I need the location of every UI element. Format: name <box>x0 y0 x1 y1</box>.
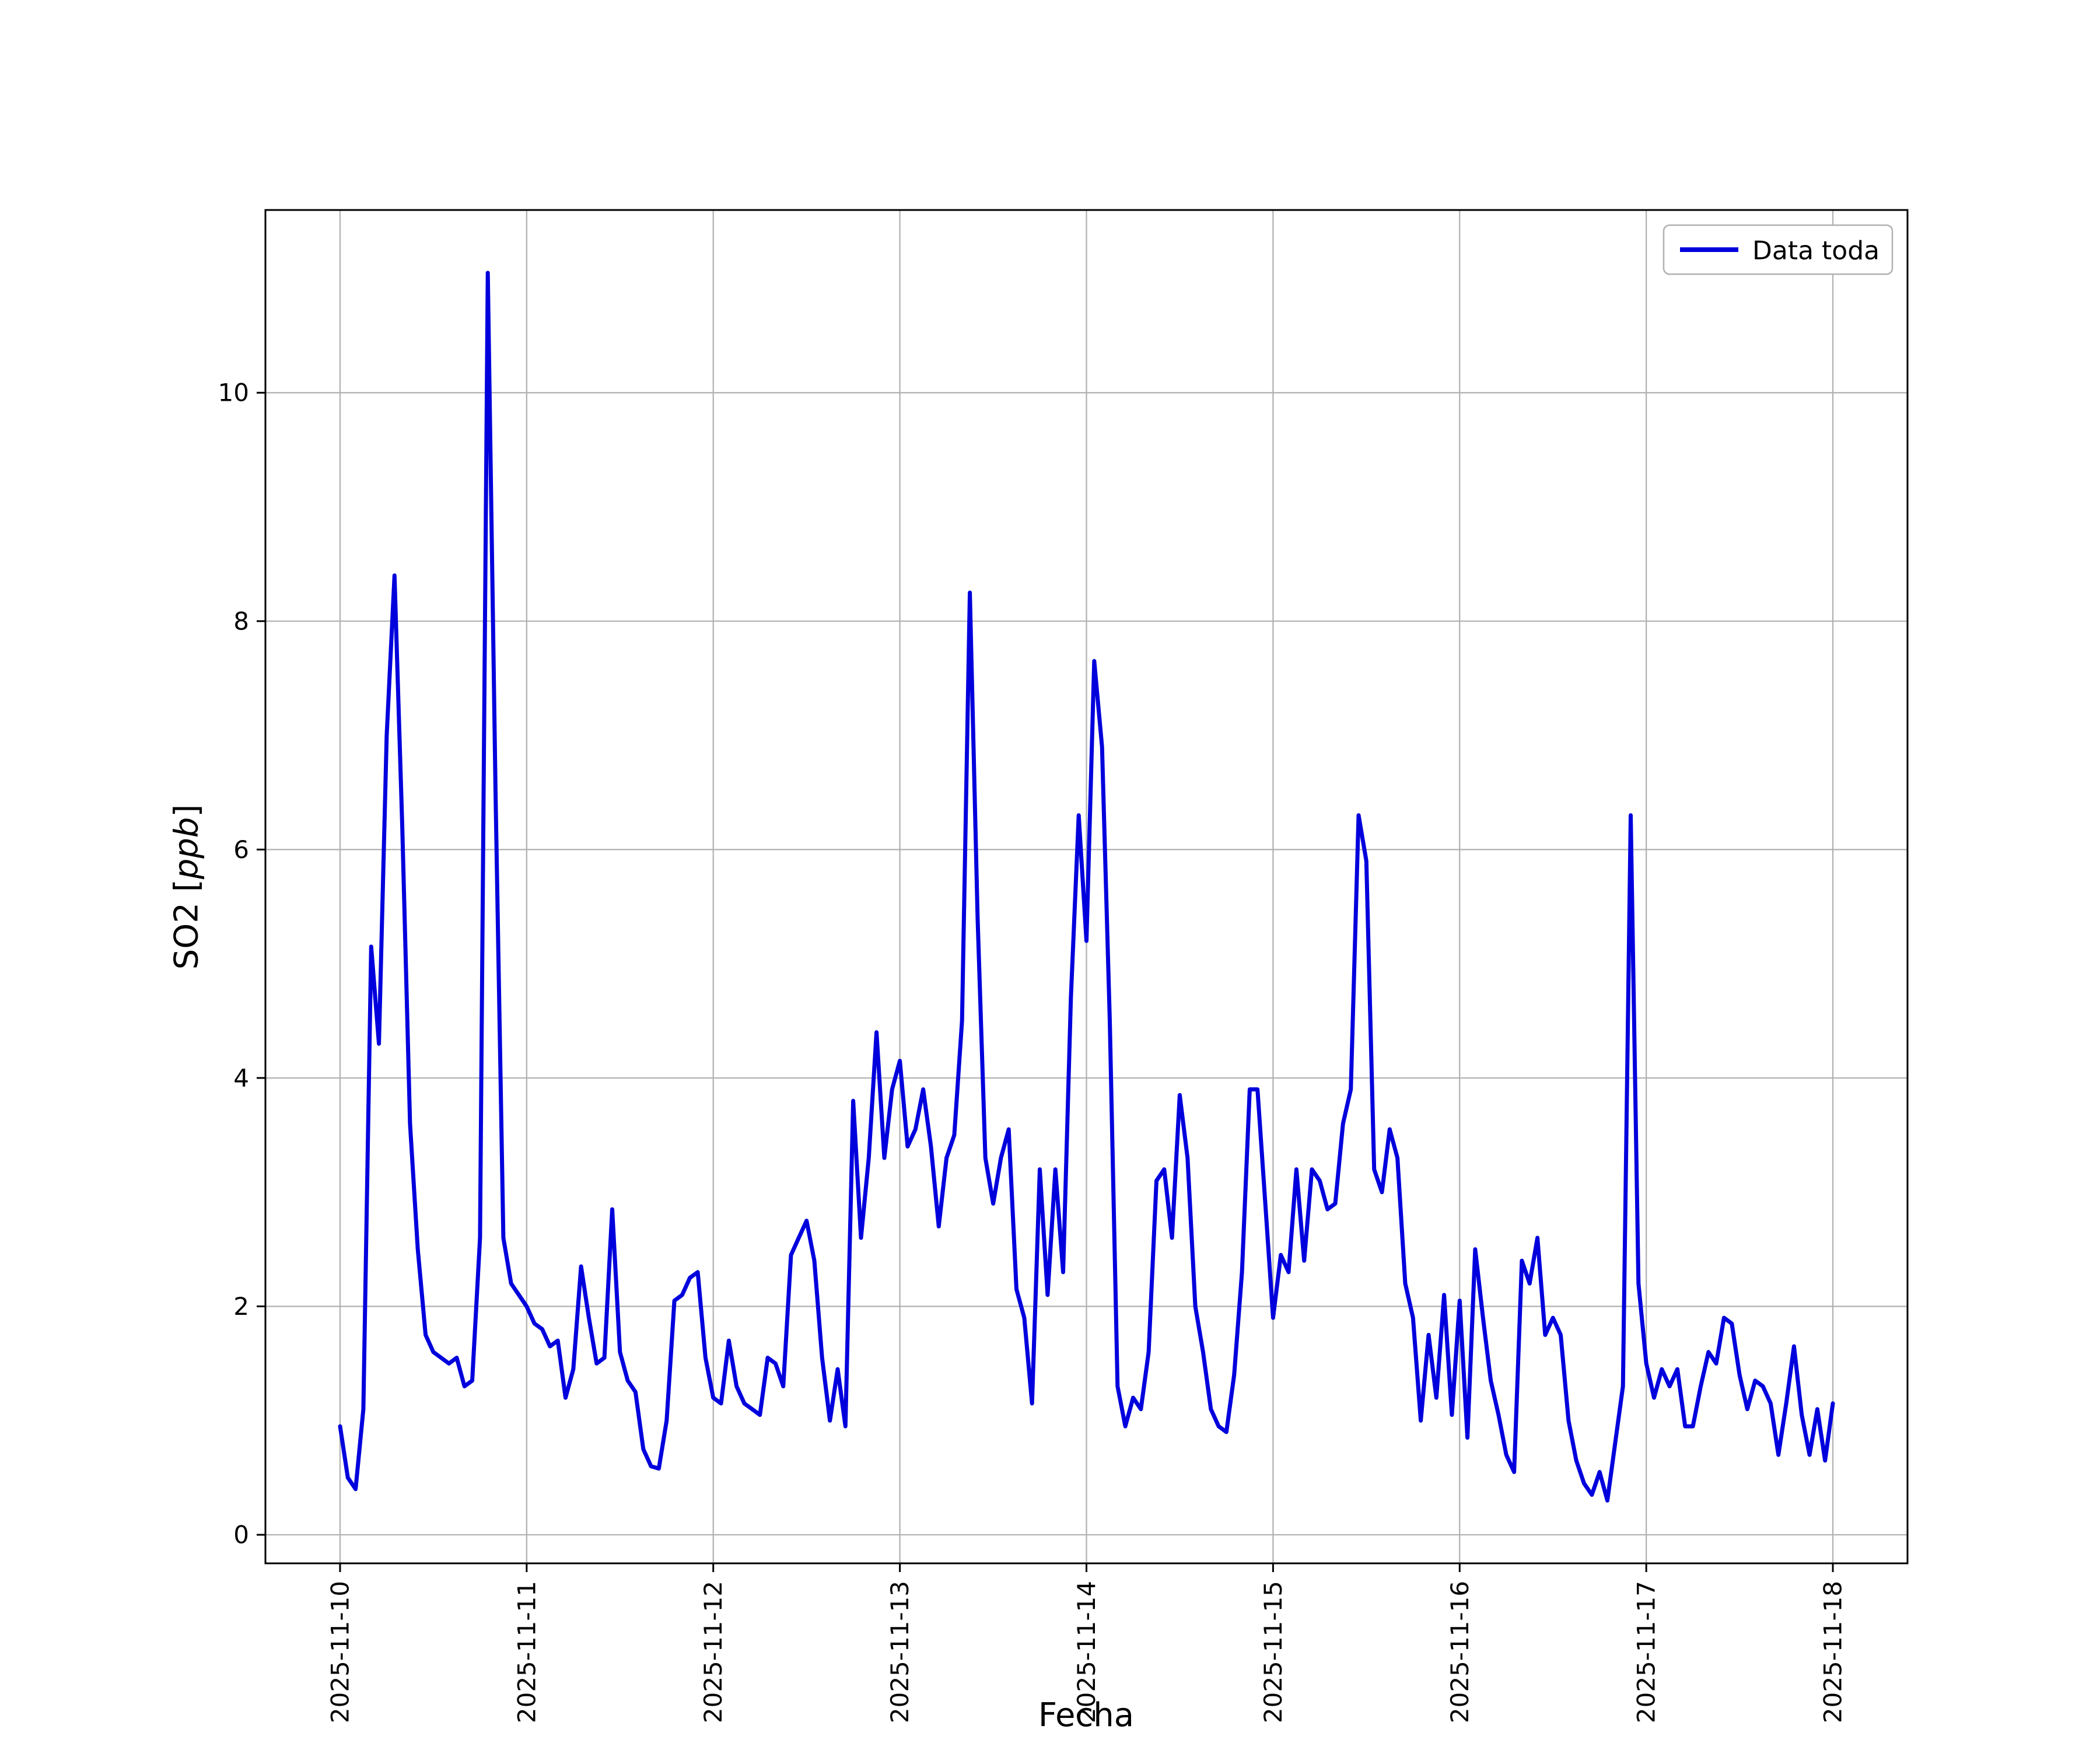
y-tick-label: 6 <box>233 835 249 864</box>
y-tick-label: 2 <box>233 1292 249 1321</box>
legend-label: Data toda <box>1752 236 1880 266</box>
y-tick-label: 4 <box>233 1063 249 1092</box>
x-tick-label: 2025-11-18 <box>1819 1581 1847 1723</box>
x-tick-label: 2025-11-13 <box>886 1581 914 1723</box>
data-line-series <box>338 271 1835 1503</box>
legend-box <box>1662 224 1894 275</box>
y-axis-label-suffix: ] <box>167 804 206 817</box>
x-tick-label: 2025-11-15 <box>1259 1581 1287 1723</box>
y-tick-label: 10 <box>218 379 249 407</box>
x-tick-label: 2025-11-16 <box>1446 1581 1474 1723</box>
x-tick-label: 2025-11-11 <box>512 1581 541 1723</box>
y-tick-label: 8 <box>233 607 249 635</box>
x-tick-label: 2025-11-10 <box>326 1581 354 1723</box>
legend: Data toda <box>1662 224 1894 275</box>
x-tick-label: 2025-11-12 <box>699 1581 727 1723</box>
x-tick-label: 2025-11-17 <box>1632 1581 1661 1723</box>
x-tick-label: 2025-11-14 <box>1072 1581 1101 1723</box>
y-axis-label-prefix: SO2 [ <box>167 879 206 970</box>
y-tick-label: 0 <box>233 1521 249 1549</box>
y-axis-label: SO2 [ppb] <box>168 736 206 1039</box>
x-axis-label: Fecha <box>1038 1696 1135 1734</box>
y-axis-label-unit: ppb <box>167 817 206 880</box>
